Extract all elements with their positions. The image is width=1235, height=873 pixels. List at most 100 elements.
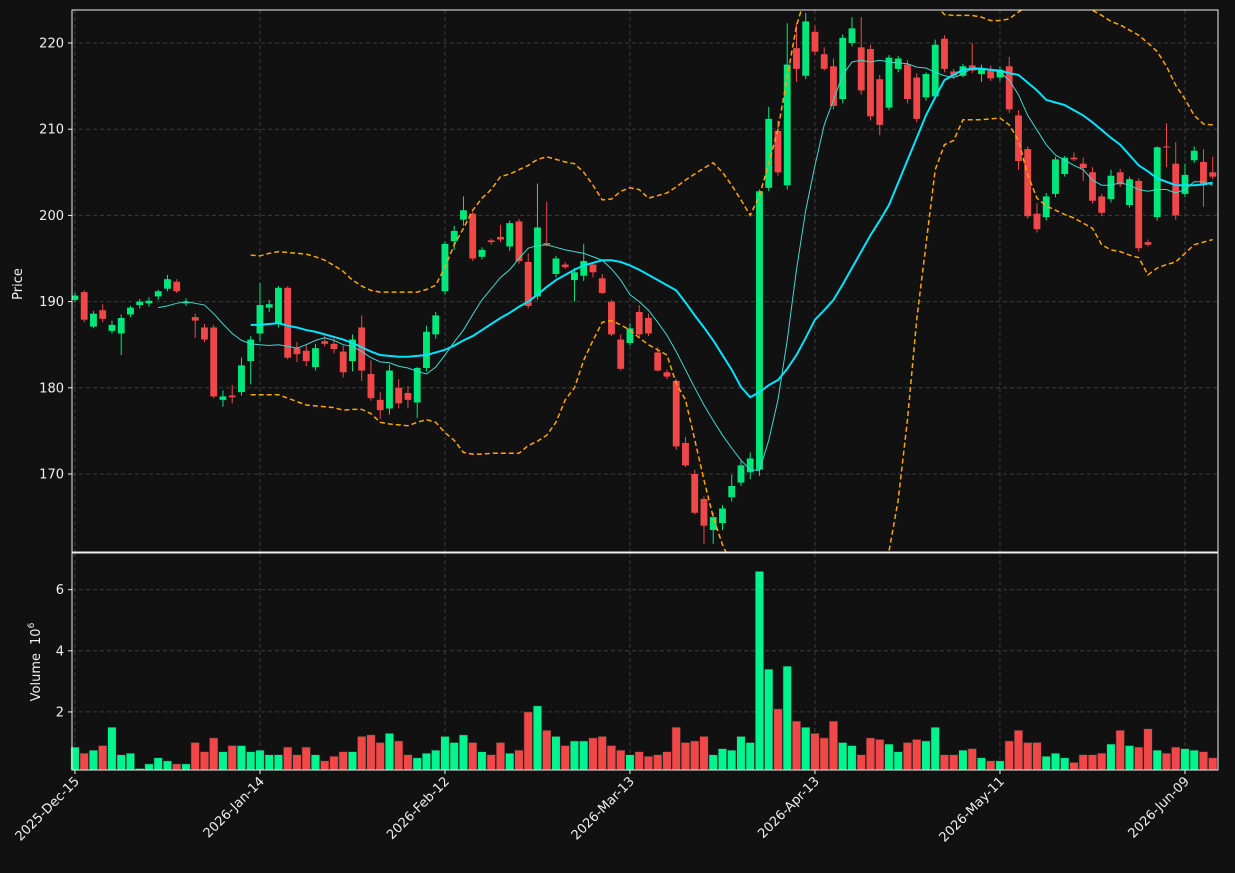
candle-body bbox=[765, 118, 773, 188]
volume-bar bbox=[606, 745, 617, 771]
y-tick-label: 4 bbox=[56, 644, 64, 659]
candle-body bbox=[1116, 172, 1124, 185]
volume-bar bbox=[190, 742, 200, 771]
volume-bar bbox=[283, 746, 293, 771]
volume-bar bbox=[939, 754, 950, 771]
candle-body bbox=[922, 74, 930, 98]
candle-body bbox=[145, 300, 153, 304]
volume-bar bbox=[227, 745, 237, 771]
volume-bar bbox=[1050, 752, 1061, 771]
volume-bar bbox=[1032, 742, 1042, 771]
candle-body bbox=[413, 367, 421, 403]
candle-body bbox=[478, 249, 486, 257]
candle-body bbox=[339, 351, 347, 373]
volume-bar bbox=[884, 743, 894, 771]
candle-body bbox=[182, 301, 190, 304]
y-tick-label: 190 bbox=[39, 295, 64, 310]
volume-bar bbox=[579, 740, 589, 771]
volume-bar bbox=[1041, 755, 1051, 771]
volume-bar bbox=[153, 757, 163, 771]
volume-bar bbox=[255, 749, 265, 771]
volume-bar bbox=[1198, 751, 1209, 771]
candle-body bbox=[839, 37, 847, 100]
y-tick-label: 6 bbox=[56, 583, 64, 598]
candle-body bbox=[1126, 179, 1133, 206]
candle-body bbox=[543, 242, 551, 245]
volume-bar bbox=[338, 751, 348, 771]
candle-body bbox=[672, 380, 680, 447]
volume-bar bbox=[1152, 749, 1162, 771]
volume-bar bbox=[384, 733, 395, 771]
y-axis-label-text: Volume bbox=[29, 653, 44, 701]
volume-bar bbox=[560, 745, 570, 771]
candle-body bbox=[654, 352, 662, 371]
candle-body bbox=[534, 227, 541, 297]
y-tick-label: 170 bbox=[39, 467, 64, 482]
volume-bar bbox=[246, 751, 256, 771]
volume-bar bbox=[921, 740, 931, 771]
candle-body bbox=[774, 130, 782, 173]
candle-body bbox=[1070, 157, 1078, 160]
candle-body bbox=[404, 392, 412, 400]
candle-body bbox=[682, 442, 689, 466]
volume-bar bbox=[98, 745, 108, 771]
candle-body bbox=[219, 396, 227, 400]
volume-bar bbox=[273, 754, 284, 771]
candle-body bbox=[1024, 149, 1032, 217]
volume-bar bbox=[986, 760, 996, 771]
candle-body bbox=[719, 508, 726, 524]
volume-bar bbox=[375, 742, 385, 771]
candle-body bbox=[164, 279, 171, 289]
candle-body bbox=[580, 261, 588, 276]
y-tick-label: 2 bbox=[56, 705, 64, 720]
volume-bar bbox=[569, 740, 580, 771]
volume-bar bbox=[412, 757, 422, 771]
y-axis-exponent: 6 bbox=[27, 622, 37, 628]
volume-bar bbox=[1004, 740, 1014, 771]
candle-body bbox=[1209, 172, 1217, 177]
volume-bar bbox=[449, 742, 459, 771]
candle-body bbox=[756, 191, 763, 470]
candle-body bbox=[386, 370, 393, 409]
candle-body bbox=[358, 327, 366, 371]
candle-body bbox=[635, 311, 643, 335]
candle-body bbox=[154, 291, 162, 297]
line-series bbox=[250, 10, 1213, 293]
volume-bar bbox=[181, 763, 191, 771]
y-tick-label: 200 bbox=[39, 209, 64, 224]
volume-bar bbox=[828, 720, 839, 771]
volume-bar bbox=[856, 754, 866, 771]
candle-body bbox=[1015, 115, 1022, 162]
volume-bar bbox=[717, 748, 728, 771]
volume-bar bbox=[653, 754, 663, 771]
candle-body bbox=[330, 343, 338, 350]
volume-bar bbox=[523, 711, 533, 771]
volume-bar bbox=[847, 745, 857, 771]
volume-bar bbox=[514, 749, 524, 771]
volume-bar bbox=[810, 733, 820, 771]
y-axis-label: Price bbox=[11, 268, 26, 300]
volume-bar bbox=[320, 760, 330, 771]
volume-bar bbox=[468, 742, 478, 771]
volume-bar bbox=[949, 754, 959, 771]
volume-bar bbox=[801, 726, 811, 771]
volume-bar bbox=[838, 742, 848, 771]
candle-body bbox=[321, 341, 329, 344]
candle-body bbox=[367, 374, 375, 399]
candle-body bbox=[265, 304, 273, 308]
candle-body bbox=[876, 79, 884, 125]
candle-body bbox=[136, 301, 144, 306]
volume-bar bbox=[209, 737, 219, 771]
candle-body bbox=[728, 486, 736, 498]
volume-bar bbox=[1097, 752, 1107, 771]
volume-bar bbox=[764, 668, 774, 771]
candle-body bbox=[959, 66, 967, 76]
candle-body bbox=[1190, 150, 1198, 161]
volume-bar bbox=[421, 752, 432, 771]
volume-bar bbox=[1106, 743, 1116, 771]
volume-bar bbox=[1143, 728, 1153, 771]
volume-bar bbox=[477, 751, 487, 771]
volume-bar bbox=[505, 752, 515, 771]
